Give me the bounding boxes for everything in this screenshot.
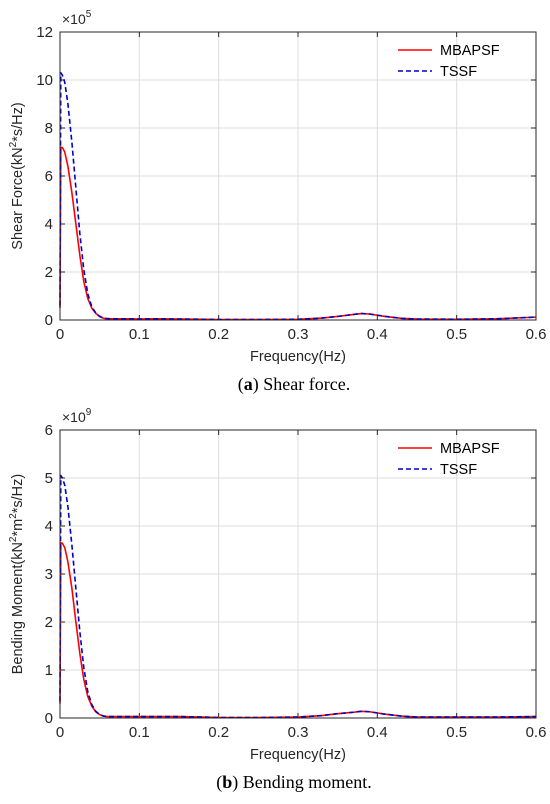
chart-panel-a: 0 0.1 0.2 0.3 0.4 0.5 0.6 0 2 4 6 8 10 12 ×105 MBAPSF TS… [8,9,546,395]
y-axis-label: Bending Moment(kN2*m2*s/Hz) [8,474,26,675]
y-axis-label-text: *m [10,519,26,537]
y-axis-label-text: *s/Hz) [10,102,26,141]
caption-open-paren: ( [216,772,222,793]
y-tick-label: 3 [45,566,53,583]
legend-label-mbapsf: MBAPSF [440,43,500,59]
y-tick-label: 2 [45,264,53,281]
caption-close-paren: ) [253,374,259,395]
axes-frame [59,429,537,719]
y-exponent-base: ×10 [62,409,86,425]
x-tick-label: 0.5 [446,724,467,741]
caption-panel-letter: b [222,772,232,792]
series-line-tssf [59,474,537,719]
y-tick-label: 0 [45,710,53,727]
x-tick-label: 0.5 [446,326,467,343]
y-tick-label: 6 [45,168,53,185]
caption-text: Shear force. [259,374,350,394]
x-tick-label: 0 [56,326,64,343]
legend: MBAPSF TSSF [398,441,500,478]
x-tick-label: 0.3 [288,724,309,741]
x-axis-label: Frequency(Hz) [250,349,346,365]
figure-caption: (a) Shear force. [238,374,350,395]
caption-open-paren: ( [238,374,244,395]
y-axis-label-text: *s/Hz) [10,474,26,513]
x-tick-label: 0.6 [526,724,547,741]
y-exponent-label: ×109 [62,407,92,425]
y-tick-label: 12 [36,24,53,41]
y-axis-label-superscript: 2 [8,513,19,519]
y-exponent-label: ×105 [62,9,92,27]
y-exponent-power: 9 [86,407,92,418]
x-tick-label: 0.6 [526,326,547,343]
figure-caption: (b) Bending moment. [216,772,372,793]
y-axis-label-superscript: 2 [8,141,19,147]
caption-close-paren: ) [232,772,238,793]
caption-panel-letter: a [244,374,253,394]
x-tick-label: 0.3 [288,326,309,343]
y-tick-label: 6 [45,422,53,439]
y-axis-label-text: Shear Force(kN [10,147,26,249]
x-tick-label: 0.2 [208,724,229,741]
y-tick-label: 2 [45,614,53,631]
x-tick-label: 0.1 [129,326,150,343]
y-axis-label-text: Bending Moment(kN [10,542,26,674]
y-tick-label: 10 [36,72,53,89]
y-tick-label: 4 [45,518,53,535]
caption-text: Bending moment. [238,772,372,792]
axes-frame [59,31,537,321]
series-line-tssf [59,72,537,321]
y-exponent-power: 5 [86,9,92,20]
x-tick-label: 0.2 [208,326,229,343]
y-tick-label: 4 [45,216,53,233]
x-axis-label: Frequency(Hz) [250,747,346,763]
x-tick-label: 0.4 [367,326,388,343]
y-axis-label: Shear Force(kN2*s/Hz) [8,102,26,249]
y-tick-label: 0 [45,312,53,329]
legend-label-tssf: TSSF [440,462,477,478]
y-tick-label: 5 [45,470,53,487]
x-tick-label: 0.4 [367,724,388,741]
legend: MBAPSF TSSF [398,43,500,80]
y-axis-label-superscript: 2 [8,536,19,542]
x-tick-label: 0.1 [129,724,150,741]
legend-label-mbapsf: MBAPSF [440,441,500,457]
legend-label-tssf: TSSF [440,64,477,80]
x-tick-label: 0 [56,724,64,741]
y-exponent-base: ×10 [62,11,86,27]
y-tick-label: 8 [45,120,53,137]
chart-panel-b: 0 0.1 0.2 0.3 0.4 0.5 0.6 0 1 2 3 4 5 6 ×109 MBAPSF TSSF… [8,407,546,793]
y-tick-label: 1 [45,662,53,679]
